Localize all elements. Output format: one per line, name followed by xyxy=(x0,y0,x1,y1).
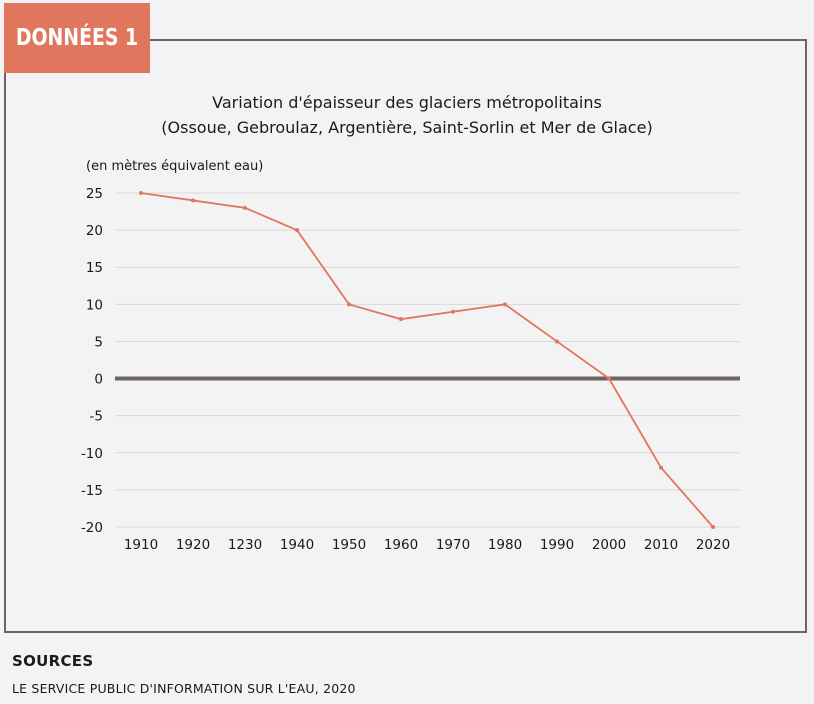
x-tick-label: 1920 xyxy=(176,537,210,553)
y-axis-unit-label: (en mètres équivalent eau) xyxy=(86,159,264,174)
x-tick-label: 1970 xyxy=(436,537,470,553)
x-tick-label: 1960 xyxy=(384,537,418,553)
chart-title: Variation d'épaisseur des glaciers métro… xyxy=(0,90,814,140)
data-point xyxy=(399,317,403,322)
chart-title-line-1: Variation d'épaisseur des glaciers métro… xyxy=(212,93,602,112)
y-tick-label: -20 xyxy=(81,520,103,536)
data-point xyxy=(347,302,351,307)
chart-frame xyxy=(4,39,807,633)
series-polyline xyxy=(140,192,714,528)
x-tick-label: 2000 xyxy=(592,537,626,553)
series-line xyxy=(139,191,715,529)
y-tick-label: 20 xyxy=(86,223,103,239)
chart-title-line-2: (Ossoue, Gebroulaz, Argentière, Saint-So… xyxy=(161,118,653,137)
data-point xyxy=(607,376,611,381)
sources-text: LE SERVICE PUBLIC D'INFORMATION SUR L'EA… xyxy=(12,681,356,696)
data-point xyxy=(139,191,143,195)
data-point xyxy=(451,309,455,314)
x-tick-label: 2020 xyxy=(696,537,730,553)
data-point xyxy=(191,198,195,203)
gridlines xyxy=(115,192,740,528)
y-tick-label: 0 xyxy=(94,372,103,388)
data-point xyxy=(295,228,299,233)
x-tick-label: 1910 xyxy=(124,537,158,553)
x-tick-label: 1230 xyxy=(228,537,262,553)
y-tick-label: 10 xyxy=(86,297,103,313)
data-point xyxy=(503,302,507,307)
y-tick-label: -15 xyxy=(81,483,103,499)
x-tick-label: 1940 xyxy=(280,537,314,553)
y-tick-label: -5 xyxy=(90,409,103,425)
y-tick-label: 25 xyxy=(86,186,103,202)
data-point xyxy=(555,339,559,344)
y-tick-label: 15 xyxy=(86,260,103,276)
data-point xyxy=(243,205,247,210)
y-tick-label: -10 xyxy=(81,446,103,462)
x-tick-label: 1980 xyxy=(488,537,522,553)
x-tick-labels: 1910 1920 1230 1940 1950 1960 1970 1980 1990 2000… xyxy=(124,537,730,553)
x-tick-label: 2010 xyxy=(644,537,678,553)
data-point xyxy=(659,465,663,470)
sources-heading: SOURCES xyxy=(12,652,94,670)
y-tick-labels: 25 20 15 10 5 0 -5 -10 -15 -20 xyxy=(81,186,103,536)
x-tick-label: 1990 xyxy=(540,537,574,553)
data-point xyxy=(711,525,715,529)
x-tick-label: 1950 xyxy=(332,537,366,553)
section-badge: DONNÉES 1 xyxy=(4,3,150,73)
y-tick-label: 5 xyxy=(94,334,103,350)
